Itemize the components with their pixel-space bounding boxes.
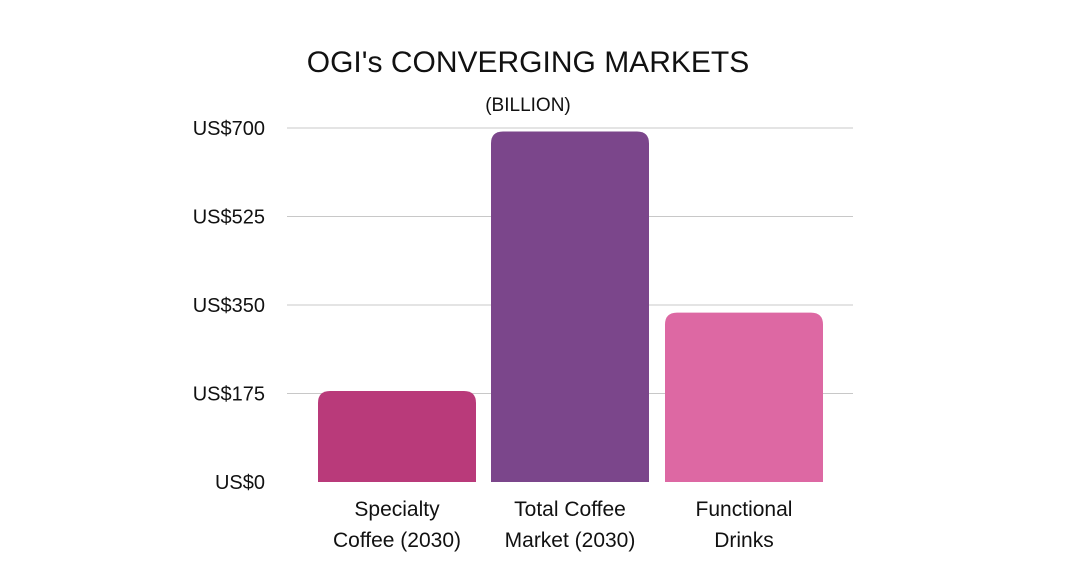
y-tick-label: US$175	[193, 384, 265, 406]
y-axis-ticks: US$0 US$175 US$350 US$525 US$700	[193, 118, 265, 494]
chart-title: OGI's CONVERGING MARKETS	[307, 46, 749, 79]
y-tick-label: US$350	[193, 295, 265, 317]
category-label: Drinks	[714, 529, 774, 552]
category-label: Functional	[696, 498, 793, 521]
y-tick-label: US$700	[193, 118, 265, 140]
category-label: Specialty	[354, 498, 440, 521]
chart-subtitle: (BILLION)	[485, 95, 571, 116]
category-label: Coffee (2030)	[333, 529, 461, 552]
bar	[665, 312, 823, 482]
category-label: Total Coffee	[514, 498, 626, 521]
y-tick-label: US$525	[193, 207, 265, 229]
x-axis-categories: Specialty Coffee (2030) Total Coffee Market…	[333, 498, 792, 552]
y-tick-label: US$0	[215, 472, 265, 494]
bar	[491, 131, 649, 483]
category-label: Market (2030)	[505, 529, 636, 552]
bar	[318, 390, 476, 482]
bars	[318, 131, 823, 483]
